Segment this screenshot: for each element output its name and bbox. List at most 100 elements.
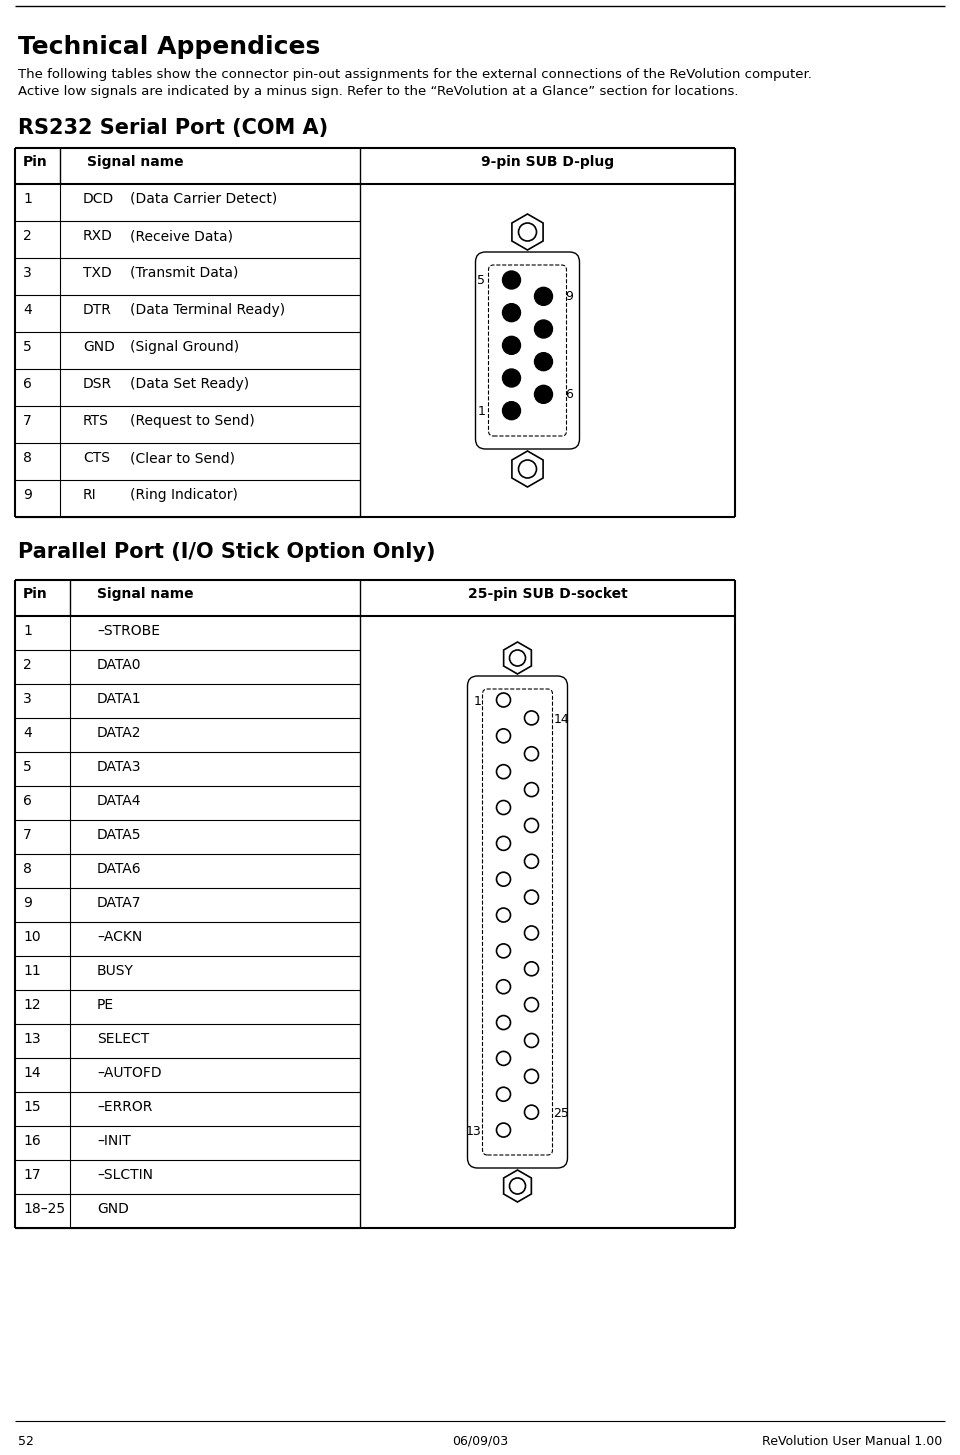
Text: (Signal Ground): (Signal Ground) xyxy=(130,340,239,354)
Text: DCD: DCD xyxy=(83,192,114,207)
Circle shape xyxy=(524,1033,539,1048)
Circle shape xyxy=(502,271,520,290)
Text: 6: 6 xyxy=(565,388,573,402)
Circle shape xyxy=(524,819,539,832)
Text: GND: GND xyxy=(83,340,115,354)
Text: 1: 1 xyxy=(23,192,32,207)
Circle shape xyxy=(524,711,539,725)
FancyBboxPatch shape xyxy=(489,265,566,436)
Text: DTR: DTR xyxy=(83,303,112,317)
Text: 9: 9 xyxy=(23,487,32,502)
Text: 14: 14 xyxy=(23,1067,40,1080)
Text: 4: 4 xyxy=(23,726,32,741)
Circle shape xyxy=(524,962,539,976)
Circle shape xyxy=(496,800,511,815)
Text: 8: 8 xyxy=(23,861,32,876)
Circle shape xyxy=(524,854,539,869)
Text: RI: RI xyxy=(83,487,97,502)
Circle shape xyxy=(502,370,520,387)
Circle shape xyxy=(496,693,511,707)
Text: Pin: Pin xyxy=(23,586,48,601)
Text: 10: 10 xyxy=(23,930,40,944)
Circle shape xyxy=(524,925,539,940)
Text: –ERROR: –ERROR xyxy=(97,1100,153,1115)
Circle shape xyxy=(524,890,539,904)
Text: DATA7: DATA7 xyxy=(97,896,141,909)
Circle shape xyxy=(524,998,539,1011)
Text: Pin: Pin xyxy=(23,156,48,169)
Text: –STROBE: –STROBE xyxy=(97,624,160,637)
Circle shape xyxy=(496,1052,511,1065)
Text: 15: 15 xyxy=(23,1100,40,1115)
Text: 06/09/03: 06/09/03 xyxy=(452,1435,508,1448)
Text: 1: 1 xyxy=(477,404,486,418)
Text: 13: 13 xyxy=(23,1032,40,1046)
Circle shape xyxy=(535,320,553,338)
Text: 11: 11 xyxy=(23,965,40,978)
Text: 7: 7 xyxy=(23,828,32,842)
Text: 9: 9 xyxy=(23,896,32,909)
Circle shape xyxy=(524,783,539,796)
Circle shape xyxy=(535,352,553,371)
Text: The following tables show the connector pin-out assignments for the external con: The following tables show the connector … xyxy=(18,68,812,81)
Circle shape xyxy=(510,1179,525,1195)
Text: 5: 5 xyxy=(477,274,486,287)
Text: DATA2: DATA2 xyxy=(97,726,141,741)
Text: Active low signals are indicated by a minus sign. Refer to the “ReVolution at a : Active low signals are indicated by a mi… xyxy=(18,84,738,97)
Circle shape xyxy=(518,460,537,479)
Text: RXD: RXD xyxy=(83,228,113,243)
Text: 5: 5 xyxy=(23,340,32,354)
Text: 4: 4 xyxy=(23,303,32,317)
Circle shape xyxy=(524,1106,539,1119)
Text: Parallel Port (I/O Stick Option Only): Parallel Port (I/O Stick Option Only) xyxy=(18,543,436,562)
Text: 25-pin SUB D-socket: 25-pin SUB D-socket xyxy=(468,586,628,601)
Text: TXD: TXD xyxy=(83,266,111,279)
Text: 18–25: 18–25 xyxy=(23,1202,65,1216)
Text: 3: 3 xyxy=(23,693,32,706)
Text: 17: 17 xyxy=(23,1168,40,1181)
Text: 5: 5 xyxy=(23,760,32,774)
Circle shape xyxy=(535,386,553,403)
Text: Signal name: Signal name xyxy=(97,586,194,601)
Text: DATA0: DATA0 xyxy=(97,658,141,672)
Circle shape xyxy=(496,729,511,744)
Circle shape xyxy=(524,746,539,761)
Polygon shape xyxy=(512,451,543,487)
Text: (Ring Indicator): (Ring Indicator) xyxy=(130,487,238,502)
Circle shape xyxy=(496,765,511,778)
Text: 9: 9 xyxy=(565,291,573,303)
Text: 6: 6 xyxy=(23,377,32,391)
Circle shape xyxy=(510,650,525,666)
Text: –INIT: –INIT xyxy=(97,1133,131,1148)
Polygon shape xyxy=(504,642,531,674)
Text: GND: GND xyxy=(97,1202,129,1216)
Text: 14: 14 xyxy=(554,713,569,726)
Circle shape xyxy=(496,944,511,957)
Circle shape xyxy=(496,1087,511,1101)
Text: 16: 16 xyxy=(23,1133,40,1148)
Text: PE: PE xyxy=(97,998,114,1013)
Text: 8: 8 xyxy=(23,451,32,466)
Text: DATA5: DATA5 xyxy=(97,828,141,842)
Text: (Data Terminal Ready): (Data Terminal Ready) xyxy=(130,303,285,317)
Text: 1: 1 xyxy=(473,695,482,709)
Text: 9-pin SUB D-plug: 9-pin SUB D-plug xyxy=(481,156,614,169)
Text: BUSY: BUSY xyxy=(97,965,133,978)
Text: 12: 12 xyxy=(23,998,40,1013)
Text: Technical Appendices: Technical Appendices xyxy=(18,35,321,60)
Text: 1: 1 xyxy=(23,624,32,637)
Text: (Receive Data): (Receive Data) xyxy=(130,228,233,243)
Circle shape xyxy=(496,979,511,994)
Text: DATA3: DATA3 xyxy=(97,760,141,774)
Circle shape xyxy=(502,336,520,355)
Text: SELECT: SELECT xyxy=(97,1032,149,1046)
Text: RTS: RTS xyxy=(83,415,108,428)
Text: 3: 3 xyxy=(23,266,32,279)
Text: DATA4: DATA4 xyxy=(97,794,141,808)
Text: (Data Carrier Detect): (Data Carrier Detect) xyxy=(130,192,277,207)
Text: 2: 2 xyxy=(23,228,32,243)
Text: DATA1: DATA1 xyxy=(97,693,142,706)
FancyBboxPatch shape xyxy=(475,252,580,450)
Text: 52: 52 xyxy=(18,1435,34,1448)
Text: (Request to Send): (Request to Send) xyxy=(130,415,254,428)
